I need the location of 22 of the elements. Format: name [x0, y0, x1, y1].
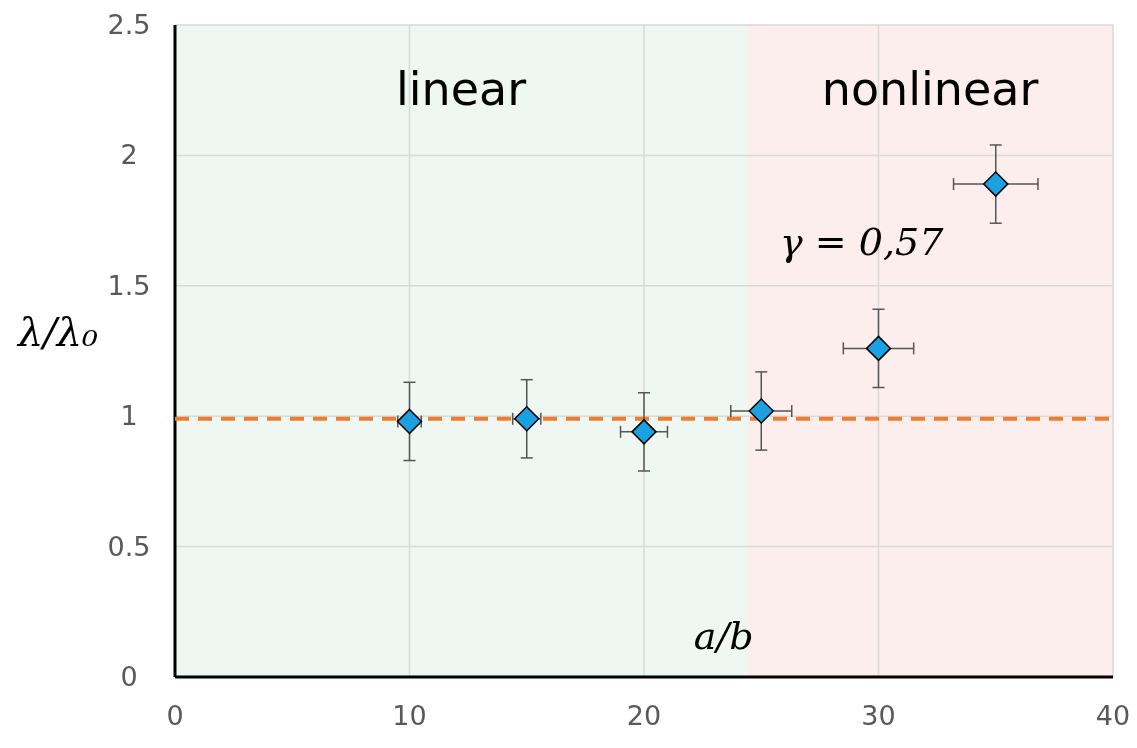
y-axis-title: λ/λ₀	[15, 309, 99, 355]
x-tick-label: 30	[861, 700, 896, 731]
point	[514, 406, 540, 432]
y-tick-label: 0	[120, 661, 138, 692]
point	[631, 419, 657, 445]
x-axis-title: a/b	[693, 614, 754, 658]
x-tick-label: 40	[1095, 700, 1131, 731]
x-tick-label: 20	[626, 700, 662, 731]
x-tick-label: 10	[392, 700, 427, 731]
y-tick-label: 0.5	[107, 530, 151, 562]
band-label: linear	[396, 62, 527, 116]
point	[983, 171, 1009, 197]
annotation: γ = 0,57	[780, 220, 945, 264]
x-tick-label: 0	[166, 700, 184, 731]
band-label: nonlinear	[821, 62, 1039, 116]
y-tick-label: 2.5	[107, 9, 151, 40]
point	[865, 335, 892, 362]
point	[748, 398, 774, 424]
y-tick-label: 1.5	[107, 269, 151, 301]
point	[396, 408, 423, 435]
y-tick-label: 1	[120, 400, 138, 432]
y-tick-label: 2	[120, 139, 138, 171]
